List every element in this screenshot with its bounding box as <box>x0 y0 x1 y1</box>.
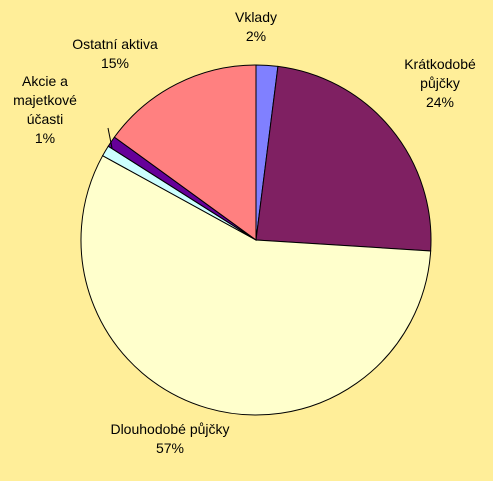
category-label: Akcie a majetkové účasti <box>13 73 77 127</box>
value-label: 57% <box>155 440 185 456</box>
value-label: 2% <box>245 28 267 44</box>
category-label: Krátkodobé půjčky <box>404 56 476 91</box>
leader-line <box>107 127 113 149</box>
value-label: 1% <box>34 130 56 146</box>
pie-slice <box>80 155 432 416</box>
value-label: 15% <box>100 55 130 71</box>
category-label: Dlouhodobé půjčky <box>110 421 230 437</box>
slice-label: Ostatní aktiva 15% <box>40 35 190 73</box>
category-label: Ostatní aktiva <box>72 36 158 52</box>
category-label: Vklady <box>234 9 278 25</box>
slice-label: Krátkodobé půjčky 24% <box>385 55 493 112</box>
slice-label: Akcie a majetkové účasti 1% <box>4 72 86 148</box>
slice-label: Dlouhodobé půjčky 57% <box>110 420 230 458</box>
pie-slice <box>255 65 432 252</box>
slice-label: Vklady 2% <box>226 8 286 46</box>
pie-slice <box>113 64 257 241</box>
value-label: 24% <box>425 94 455 110</box>
